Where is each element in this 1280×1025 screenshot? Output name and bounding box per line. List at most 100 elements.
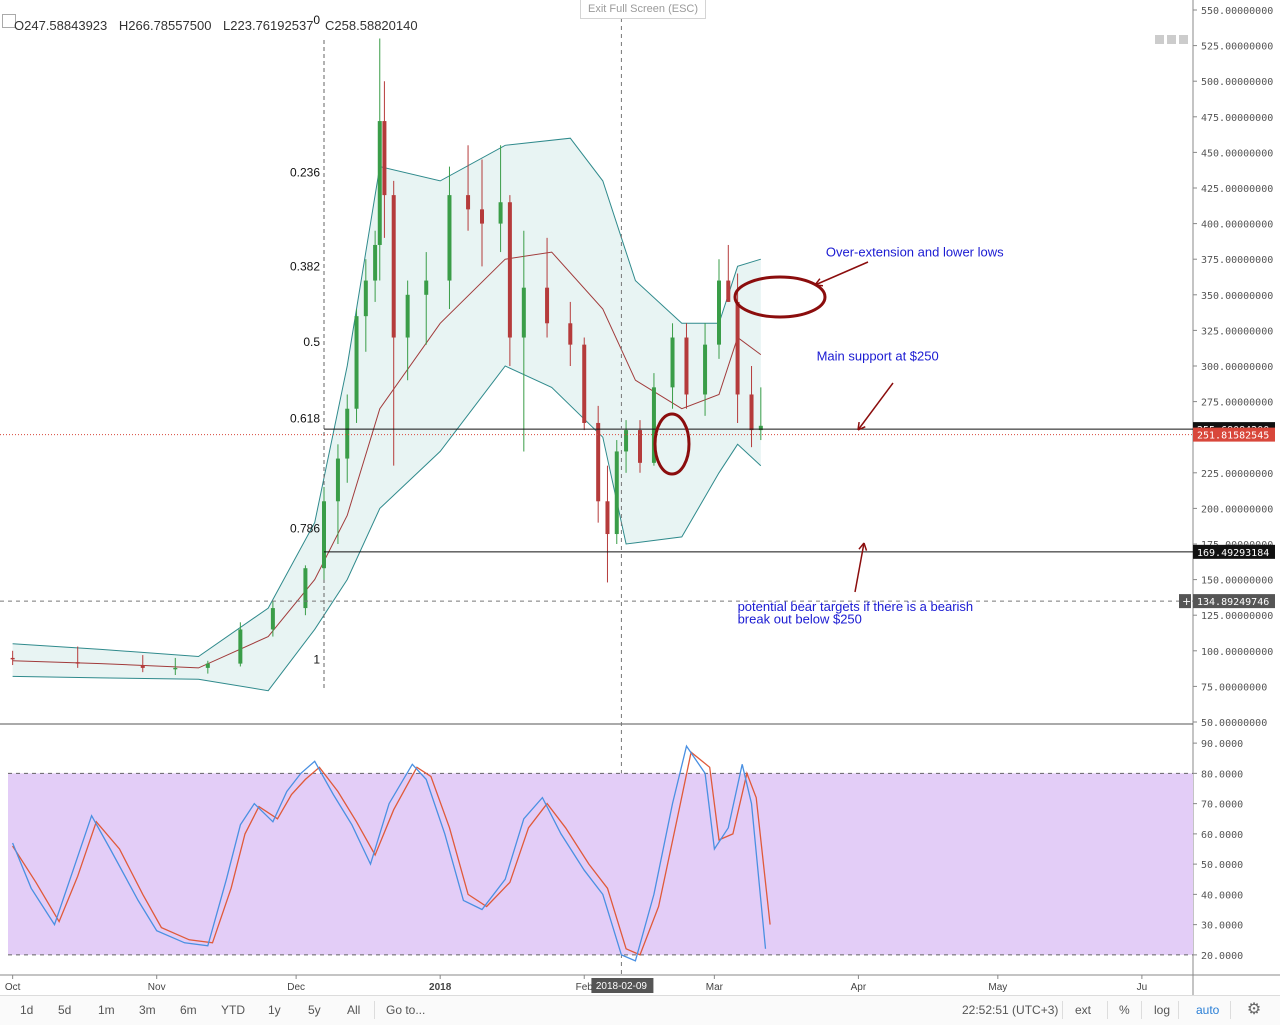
stoch-d-line — [12, 751, 771, 956]
y-tick-label: 425.00000000 — [1201, 184, 1273, 195]
annotation-arrow — [857, 382, 894, 431]
candle-body — [335, 458, 340, 502]
auto-toggle[interactable]: auto — [1196, 1003, 1220, 1017]
candle-body — [498, 202, 503, 224]
candle-body — [521, 287, 526, 338]
candle-body — [345, 408, 350, 459]
osc-y-tick-label: 80.0000 — [1201, 769, 1243, 780]
y-tick-label: 500.00000000 — [1201, 77, 1273, 88]
candle-body — [596, 422, 601, 502]
toolbar-separator — [1141, 1001, 1142, 1019]
x-tick-label: 2018 — [429, 982, 452, 993]
x-tick-label: May — [988, 982, 1007, 993]
crosshair-date-box — [591, 978, 654, 993]
candle-body — [373, 244, 378, 281]
tf-5d[interactable]: 5d — [58, 1003, 72, 1017]
pane-controls[interactable] — [1155, 35, 1191, 47]
candle-body — [749, 394, 754, 431]
x-tick-label: Dec — [287, 982, 305, 993]
price-axis-label-box — [1193, 427, 1275, 442]
tf-1d[interactable]: 1d — [20, 1003, 34, 1017]
clock-readout[interactable]: 22:52:51 (UTC+3) — [962, 1003, 1059, 1017]
toolbar-separator — [1178, 1001, 1179, 1019]
candle-body — [480, 209, 484, 224]
bollinger-lower-line — [12, 365, 762, 692]
candle-body — [270, 608, 275, 630]
y-tick-label: 475.00000000 — [1201, 113, 1273, 124]
pane-down-icon[interactable] — [1155, 35, 1164, 44]
price-axis-label-box — [1193, 594, 1275, 609]
x-tick-label: Nov — [148, 982, 166, 993]
y-tick-label: 200.00000000 — [1201, 504, 1273, 515]
tf-6m[interactable]: 6m — [180, 1003, 197, 1017]
chart-menu-icon[interactable] — [2, 14, 16, 28]
candle-body — [238, 629, 243, 664]
candle-body — [391, 195, 396, 338]
fib-level-label: 0.618 — [290, 412, 320, 426]
candle-body — [638, 430, 642, 463]
candle-body — [605, 501, 610, 535]
crosshair-plus-icon: + — [1182, 595, 1191, 608]
bottom-toolbar: 1d 5d 1m 3m 6m YTD 1y 5y All Go to... 22… — [0, 995, 1280, 1025]
fib-level-label: 0.5 — [303, 335, 320, 349]
fib-level-label: 0 — [313, 13, 320, 27]
candle-body — [377, 121, 382, 245]
tf-3m[interactable]: 3m — [139, 1003, 156, 1017]
annotation-text: break out below $250 — [738, 612, 862, 627]
x-tick-label: Ju — [1137, 982, 1148, 993]
osc-y-tick-label: 20.0000 — [1201, 951, 1243, 962]
candle-body — [322, 501, 326, 569]
open-value: O247.58843923 — [14, 18, 108, 33]
settings-gear-icon[interactable]: ⚙ — [1246, 1001, 1262, 1018]
x-tick-label: Oct — [5, 982, 21, 993]
x-tick-label: Feb — [576, 982, 594, 993]
candle-body — [703, 344, 708, 395]
highlight-circle — [733, 275, 827, 319]
close-value: C258.58820140 — [325, 18, 418, 33]
y-tick-label: 375.00000000 — [1201, 255, 1273, 266]
bollinger-fill — [12, 138, 761, 691]
pane-up-icon[interactable] — [1167, 35, 1176, 44]
tf-1m[interactable]: 1m — [98, 1003, 115, 1017]
stoch-k-line — [11, 744, 767, 962]
high-value: H266.78557500 — [118, 18, 212, 33]
candle-body — [582, 344, 587, 423]
tf-5y[interactable]: 5y — [308, 1003, 321, 1017]
y-tick-label: 450.00000000 — [1201, 148, 1273, 159]
bollinger-mid-line — [12, 251, 762, 669]
candle-body — [614, 451, 619, 535]
exit-fullscreen-hint[interactable]: Exit Full Screen (ESC) — [580, 0, 706, 19]
y-tick-label: 550.00000000 — [1201, 6, 1273, 17]
log-toggle[interactable]: log — [1154, 1003, 1171, 1017]
candle-body — [382, 121, 387, 196]
candle-body — [507, 202, 512, 338]
candle-body — [10, 657, 15, 660]
tf-all[interactable]: All — [347, 1003, 361, 1017]
candle-body — [75, 662, 80, 664]
candle-body — [354, 316, 359, 409]
chart-svg[interactable]: 550.00000000 525.00000000 500.00000000 475.… — [0, 0, 1280, 995]
goto-button[interactable]: Go to... — [386, 1003, 426, 1017]
crosshair-date-label: 2018-02-09 — [596, 981, 648, 992]
osc-y-tick-label: 70.0000 — [1201, 800, 1243, 811]
tf-1y[interactable]: 1y — [268, 1003, 281, 1017]
annotation-text: potential bear targets if there is a bea… — [738, 599, 974, 614]
ohlc-legend: O247.58843923 H266.78557500 L223.7619253… — [14, 18, 426, 33]
y-tick-label: 525.00000000 — [1201, 42, 1273, 53]
arrowhead-icon — [857, 421, 866, 431]
tf-ytd[interactable]: YTD — [221, 1003, 245, 1017]
percent-toggle[interactable]: % — [1119, 1003, 1130, 1017]
y-tick-label: 325.00000000 — [1201, 326, 1273, 337]
candle-body — [405, 294, 410, 338]
price-axis-label: 251.81582545 — [1197, 431, 1269, 442]
price-axis-label: 169.49293184 — [1197, 548, 1269, 559]
stoch-zone — [8, 773, 1193, 955]
osc-y-tick-label: 30.0000 — [1201, 921, 1243, 932]
ext-toggle[interactable]: ext — [1075, 1003, 1092, 1017]
fib-level-label: 0.786 — [290, 521, 320, 535]
crosshair-plus-box — [1179, 594, 1191, 609]
pane-maximize-icon[interactable] — [1179, 35, 1188, 44]
low-value: L223.76192537 — [223, 18, 314, 33]
fib-level-label: 0.236 — [290, 165, 320, 179]
